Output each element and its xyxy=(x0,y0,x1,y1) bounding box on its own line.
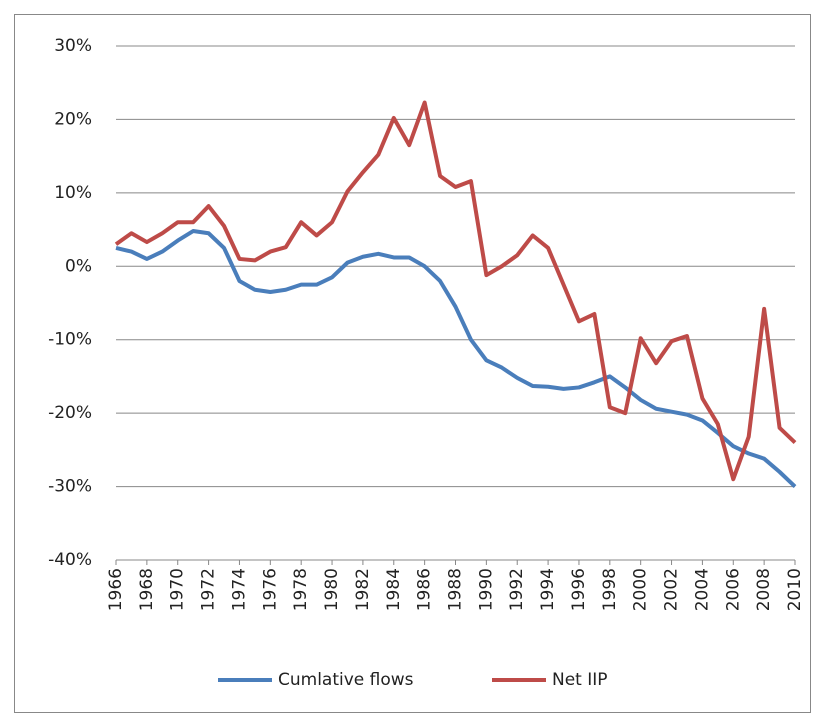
x-tick-label: 2000 xyxy=(631,568,651,611)
legend-label: Cumlative flows xyxy=(278,670,414,690)
y-tick-label: 10% xyxy=(54,183,92,203)
x-tick-label: 1996 xyxy=(569,568,589,611)
y-tick-label: -10% xyxy=(48,330,92,350)
x-tick-label: 1968 xyxy=(137,568,157,611)
y-tick-label: -40% xyxy=(48,550,92,570)
x-tick-label: 1970 xyxy=(168,568,188,611)
x-tick-label: 2002 xyxy=(662,568,682,611)
y-tick-label: 30% xyxy=(54,36,92,56)
x-tick-label: 1988 xyxy=(446,568,466,611)
x-tick-label: 1966 xyxy=(106,568,126,611)
x-tick-label: 1982 xyxy=(353,568,373,611)
x-tick-label: 1976 xyxy=(260,568,280,611)
x-tick-label: 1992 xyxy=(507,568,527,611)
x-tick-label: 1994 xyxy=(538,568,558,611)
x-tick-label: 2006 xyxy=(723,568,743,611)
x-tick-label: 1980 xyxy=(322,568,342,611)
legend-label: Net IIP xyxy=(552,670,608,690)
x-tick-label: 1978 xyxy=(291,568,311,611)
x-tick-label: 2008 xyxy=(754,568,774,611)
series-line xyxy=(114,100,797,482)
x-tick-label: 1974 xyxy=(229,568,249,611)
x-tick-label: 1990 xyxy=(476,568,496,611)
y-tick-label: -30% xyxy=(48,477,92,497)
x-tick-label: 1984 xyxy=(384,568,404,611)
x-tick-label: 1998 xyxy=(600,568,620,611)
y-tick-label: 0% xyxy=(65,256,92,276)
x-tick-label: 1972 xyxy=(199,568,219,611)
series-line xyxy=(115,229,797,489)
x-tick-label: 1986 xyxy=(415,568,435,611)
x-tick-label: 2004 xyxy=(692,568,712,611)
y-tick-label: -20% xyxy=(48,403,92,423)
y-tick-label: 20% xyxy=(54,109,92,129)
x-tick-label: 2010 xyxy=(785,568,805,611)
